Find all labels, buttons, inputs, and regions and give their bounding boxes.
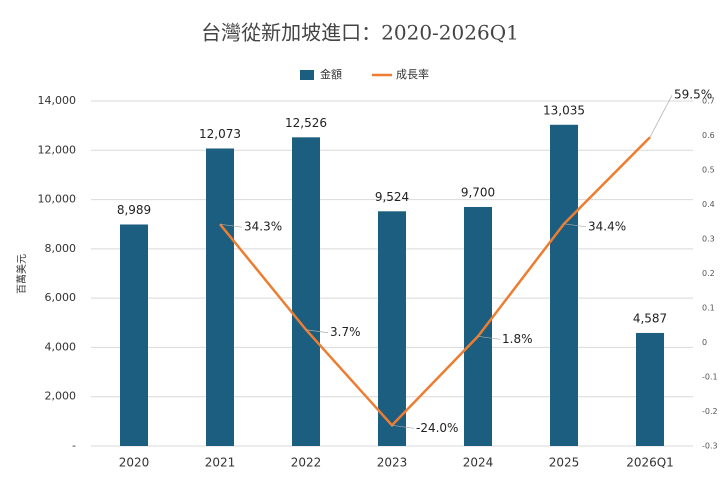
y2-tick-label: 0.7 [702, 97, 715, 106]
leader-line [391, 424, 415, 429]
y-tick-label: 2,000 [45, 390, 77, 403]
y-axis-label: 百萬美元 [15, 254, 28, 294]
bar-value-label: 12,526 [285, 116, 327, 130]
y2-tick-label: 0 [702, 338, 707, 347]
line [219, 136, 651, 428]
y-tick-label: 8,000 [45, 242, 77, 255]
leader-line [649, 95, 673, 138]
y2-tick-label: 0.3 [702, 235, 715, 244]
leader-line [305, 329, 329, 334]
line-value-label: 34.3% [244, 220, 282, 234]
leader-line [563, 223, 587, 228]
x-tick-label: 2023 [377, 456, 408, 470]
x-tick-label: 2021 [205, 456, 236, 470]
chart-title: 台灣從新加坡進口：2020-2026Q1 [201, 21, 519, 45]
y-tick-label: 4,000 [45, 340, 77, 353]
bar [292, 137, 320, 446]
legend-label: 成長率 [396, 67, 429, 81]
bar-value-label: 8,989 [117, 203, 151, 217]
legend-label: 金額 [320, 67, 342, 81]
bar [206, 148, 234, 446]
line-value-label: -24.0% [416, 421, 458, 435]
y2-tick-label: 0.1 [702, 304, 715, 313]
y-tick-label: 14,000 [38, 94, 77, 107]
bar [378, 211, 406, 446]
line-value-label: 59.5% [674, 88, 712, 102]
line-value-label: 3.7% [330, 325, 361, 339]
y2-tick-label: 0.6 [702, 131, 715, 140]
x-tick-label: 2020 [119, 456, 150, 470]
y-tick-label: 12,000 [38, 143, 77, 156]
y2-tick-label: 0.4 [702, 200, 715, 209]
y2-tick-label: 0.5 [702, 166, 715, 175]
bar-value-label: 9,700 [461, 185, 495, 199]
bar [464, 206, 492, 446]
bar-value-label: 12,073 [199, 127, 241, 141]
bar [550, 124, 578, 446]
y2-tick-label: -0.3 [702, 442, 718, 451]
bar [120, 224, 148, 446]
y-tick-label: 6,000 [45, 291, 77, 304]
line-value-label: 34.4% [588, 219, 626, 233]
x-tick-label: 2025 [549, 456, 580, 470]
bar-value-label: 4,587 [633, 311, 667, 325]
bar [636, 332, 664, 446]
y-tick-label: 10,000 [38, 193, 77, 206]
y2-tick-label: 0.2 [702, 269, 715, 278]
y2-tick-label: -0.2 [702, 407, 718, 416]
bar-value-label: 9,524 [375, 190, 409, 204]
y-tick-label: - [72, 439, 76, 452]
x-tick-label: 2022 [291, 456, 322, 470]
x-tick-label: 2026Q1 [626, 456, 674, 470]
line-value-label: 1.8% [502, 332, 533, 346]
y2-tick-label: -0.1 [702, 373, 718, 382]
legend-swatch [300, 70, 314, 80]
bar-value-label: 13,035 [543, 103, 585, 117]
leader-line [477, 335, 501, 340]
x-tick-label: 2024 [463, 456, 494, 470]
leader-line [219, 223, 243, 228]
